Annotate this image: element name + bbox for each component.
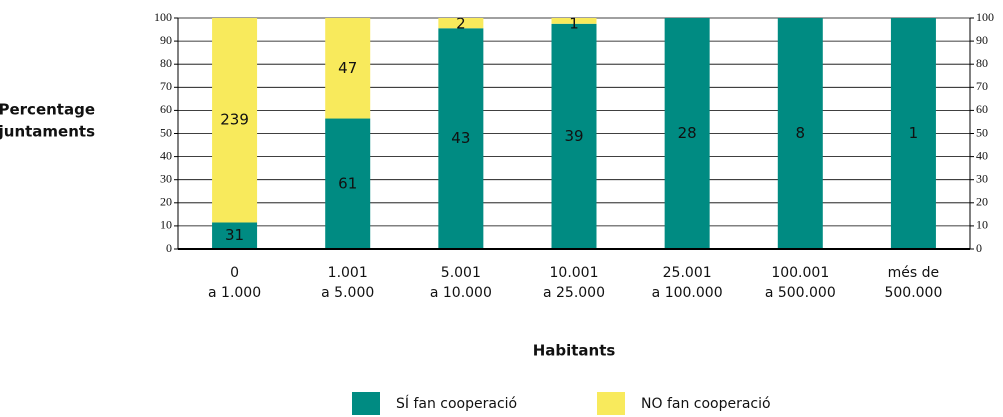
y-tick-label: 50 <box>160 125 172 139</box>
y2-tick-label: 30 <box>976 171 988 185</box>
y-tick-label: 80 <box>160 56 172 70</box>
data-label: 28 <box>678 124 697 142</box>
y-axis-label: d’ajuntaments <box>0 123 95 141</box>
y2-tick-label: 80 <box>976 56 988 70</box>
y2-tick-label: 10 <box>976 218 988 232</box>
legend-label: SÍ fan cooperació <box>396 395 517 412</box>
y2-tick-label: 20 <box>976 195 988 209</box>
x-tick-label: 100.001 <box>771 265 829 281</box>
x-tick-label: a 500.000 <box>765 285 836 301</box>
y-tick-label: 60 <box>160 102 172 116</box>
bar-segment <box>212 18 258 223</box>
data-label: 39 <box>564 127 583 145</box>
y-axis-label: Percentage <box>0 101 95 119</box>
x-tick-label: 25.001 <box>663 265 712 281</box>
y2-tick-label: 50 <box>976 125 988 139</box>
data-label: 2 <box>456 15 466 33</box>
x-tick-label: a 100.000 <box>652 285 723 301</box>
y-tick-label: 100 <box>154 10 172 24</box>
bar-segment <box>438 28 484 250</box>
y2-tick-label: 90 <box>976 33 988 47</box>
y2-tick-label: 100 <box>976 10 994 24</box>
x-tick-label: a 25.000 <box>543 285 605 301</box>
y2-tick-label: 60 <box>976 102 988 116</box>
data-label: 43 <box>451 129 470 147</box>
x-tick-label: 500.000 <box>884 285 942 301</box>
bar-segment <box>438 18 484 29</box>
data-label: 61 <box>338 174 357 192</box>
data-label: 1 <box>569 15 579 33</box>
x-tick-label: 10.001 <box>550 265 599 281</box>
x-tick-label: 1.001 <box>328 265 368 281</box>
data-label: 31 <box>225 226 244 244</box>
y2-tick-label: 0 <box>976 241 982 255</box>
bar-segment <box>664 18 710 249</box>
y-tick-label: 70 <box>160 79 172 93</box>
x-tick-label: més de <box>888 265 940 281</box>
y-tick-label: 0 <box>166 241 172 255</box>
x-tick-label: a 10.000 <box>430 285 492 301</box>
x-tick-label: 0 <box>230 265 239 281</box>
y-tick-label: 30 <box>160 171 172 185</box>
x-tick-label: a 5.000 <box>321 285 374 301</box>
x-tick-label: a 1.000 <box>208 285 261 301</box>
bar-segment <box>551 23 597 250</box>
y-tick-label: 10 <box>160 218 172 232</box>
legend-label: NO fan cooperació <box>641 396 771 412</box>
x-tick-label: 5.001 <box>441 265 481 281</box>
data-label: 239 <box>220 111 249 129</box>
y-tick-label: 40 <box>160 148 172 162</box>
x-axis-label: Habitants <box>533 342 616 360</box>
bar-segment <box>212 222 258 249</box>
y2-tick-label: 70 <box>976 79 988 93</box>
bar-segment <box>325 18 371 119</box>
legend-swatch <box>352 392 380 415</box>
bar-segment <box>325 118 371 250</box>
data-label: 47 <box>338 59 357 77</box>
bar-segment <box>777 18 823 249</box>
data-label: 1 <box>909 124 919 142</box>
data-label: 8 <box>796 124 806 142</box>
y-tick-label: 20 <box>160 195 172 209</box>
y-tick-label: 90 <box>160 33 172 47</box>
legend-swatch <box>597 392 625 415</box>
bar-segment <box>551 18 597 24</box>
y2-tick-label: 40 <box>976 148 988 162</box>
bar-segment <box>890 18 936 249</box>
